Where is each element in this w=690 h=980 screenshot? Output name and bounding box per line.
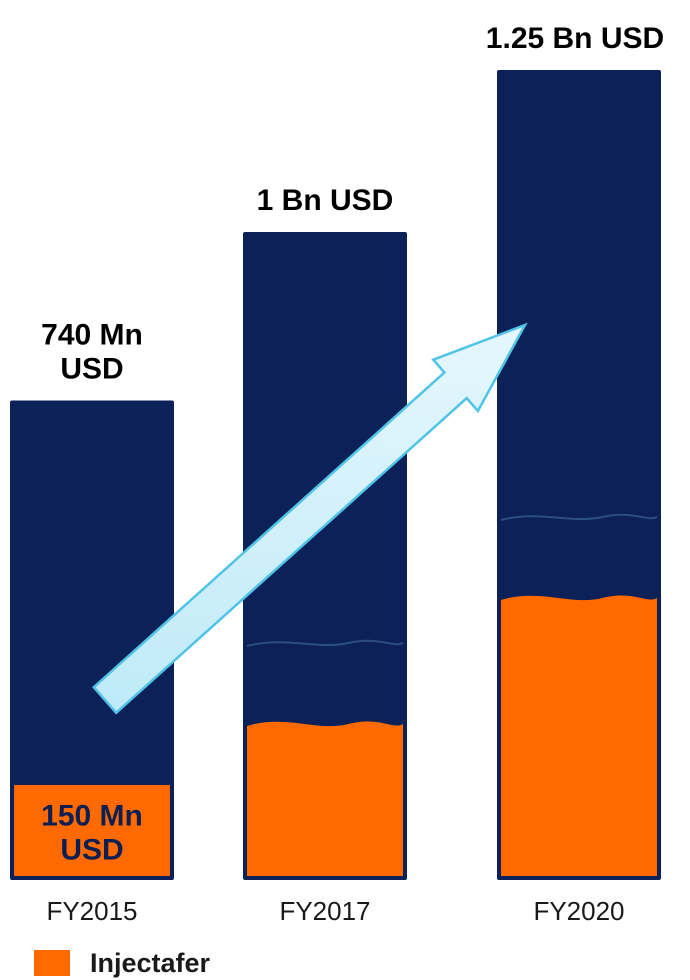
total-label-fy2017: 1 Bn USD: [257, 184, 394, 217]
total-label-fy2015: USD: [60, 352, 123, 385]
bar-injectafer-fy2015: [14, 785, 170, 876]
total-label-fy2015: 740 Mn: [41, 318, 143, 351]
injectafer-value-label-fy2015: 150 Mn: [41, 800, 143, 833]
bar-injectafer-fy2017: [247, 721, 403, 876]
injectafer-value-label-fy2015: USD: [60, 834, 123, 867]
x-tick-label-fy2015: FY2015: [46, 896, 137, 926]
bar-injectafer-fy2020: [501, 595, 657, 876]
total-label-fy2020: 1.25 Bn USD: [486, 22, 664, 55]
legend-swatch-injectafer: [34, 950, 70, 976]
bar-wave-line-fy2017: [246, 639, 404, 647]
bar-total-fy2015: [10, 400, 174, 880]
bar-total-fy2017: [243, 232, 407, 880]
x-tick-label-fy2017: FY2017: [279, 896, 370, 926]
growth-arrow: [92, 322, 528, 715]
growth-arrow-layer: [92, 322, 528, 715]
legend-label-injectafer: Injectafer: [90, 947, 211, 978]
legend: Injectafer: [34, 948, 210, 978]
bar-wave-line-fy2020: [500, 513, 658, 521]
bars-layer: [10, 70, 661, 880]
x-tick-label-fy2020: FY2020: [533, 896, 624, 926]
